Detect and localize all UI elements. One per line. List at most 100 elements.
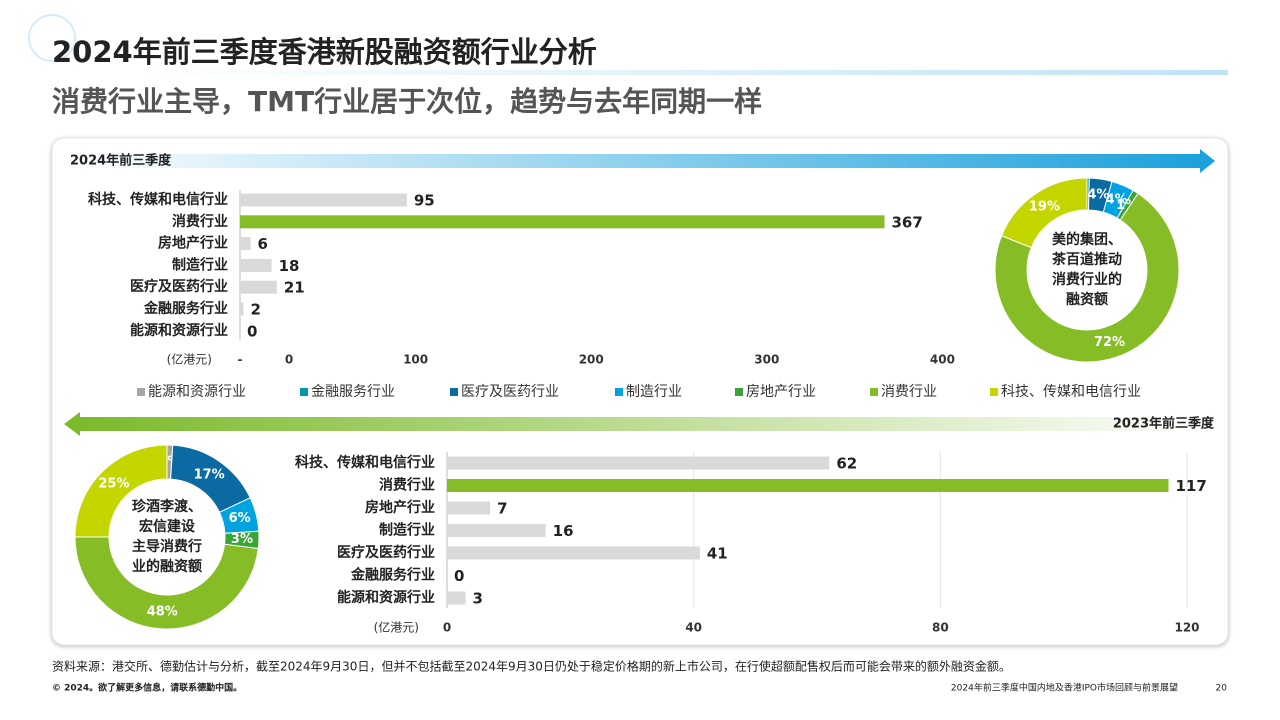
- category-label: 金融服务行业: [143, 300, 228, 317]
- value-label: 95: [414, 192, 435, 210]
- legend-swatch: [990, 388, 998, 396]
- bar: [240, 215, 885, 229]
- category-label: 医疗及医药行业: [337, 544, 435, 561]
- value-label: 117: [1176, 477, 1207, 495]
- bar: [447, 479, 1169, 492]
- banner-arrow: [64, 412, 1215, 436]
- banner-arrow: [62, 149, 1215, 173]
- title-rule: [130, 70, 1228, 75]
- legend-label: 能源和资源行业: [148, 384, 246, 400]
- decoration: [28, 14, 76, 62]
- category-label: 制造行业: [172, 256, 228, 273]
- donut-center-text: 美的集团、: [1052, 231, 1122, 248]
- donut-center-text: 珍酒李渡、: [132, 498, 202, 515]
- legend-swatch: [137, 388, 145, 396]
- donut-slice: [1000, 177, 1088, 249]
- bar: [240, 302, 244, 316]
- category-label: 房地产行业: [158, 235, 228, 252]
- bar: [240, 237, 251, 251]
- bar: [447, 501, 491, 515]
- slice-label: 25%: [98, 476, 129, 491]
- legend-label: 科技、传媒和电信行业: [1001, 384, 1141, 400]
- banner-label: 2024年前三季度: [70, 153, 172, 169]
- value-label: 41: [707, 545, 728, 563]
- category-label: 科技、传媒和电信行业: [88, 191, 228, 208]
- value-label: 18: [279, 257, 300, 275]
- legend-swatch: [735, 388, 743, 396]
- donut-center-text: 业的融资额: [132, 558, 202, 575]
- value-label: 16: [553, 522, 574, 540]
- category-label: 医疗及医药行业: [130, 278, 228, 295]
- value-label: 62: [836, 455, 857, 473]
- donut-center-text: 融资额: [1066, 291, 1108, 308]
- legend-swatch: [870, 388, 878, 396]
- category-label: 房地产行业: [365, 499, 435, 516]
- x-tick-label: 200: [579, 353, 604, 367]
- category-label: 科技、传媒和电信行业: [295, 454, 435, 471]
- legend-label: 房地产行业: [746, 384, 816, 400]
- bar: [240, 193, 407, 207]
- legend-swatch: [615, 388, 623, 396]
- value-label: 7: [497, 500, 507, 518]
- donut-slice: [74, 536, 259, 630]
- donut-center-text: 茶百道推动: [1051, 251, 1122, 268]
- bar: [447, 591, 466, 605]
- source-note: 资料来源：港交所、德勤估计与分析，截至2024年9月30日，但并不包括截至202…: [52, 659, 1011, 674]
- banner-label: 2023年前三季度: [1113, 416, 1215, 432]
- donut-slice: [994, 192, 1180, 363]
- value-label: 6: [258, 235, 268, 253]
- slice-label: 72%: [1094, 335, 1125, 350]
- bar: [447, 524, 546, 537]
- subtitle: 消费行业主导，TMT行业居于次位，趋势与去年同期一样: [52, 85, 762, 118]
- report-title: 2024年前三季度中国内地及香港IPO市场回顾与前景展望: [951, 682, 1178, 694]
- copyright: © 2024。欲了解更多信息，请联系德勤中国。: [52, 682, 242, 694]
- x-tick-label: 0: [443, 621, 451, 635]
- category-label: 能源和资源行业: [130, 322, 228, 339]
- donut-center-text: 主导消费行: [132, 538, 202, 555]
- category-label: 消费行业: [379, 477, 435, 494]
- x-tick-label: 100: [403, 353, 428, 367]
- x-unit: (亿港元): [374, 620, 419, 635]
- bar: [447, 546, 700, 560]
- category-label: 金融服务行业: [350, 567, 435, 584]
- slice-label: 3%: [231, 532, 253, 547]
- x-tick-label: 400: [930, 353, 955, 367]
- slice-label: 6%: [229, 511, 251, 526]
- x-tick-label: 120: [1174, 621, 1199, 635]
- donut-center-text: 宏信建设: [139, 518, 196, 535]
- category-label: 能源和资源行业: [337, 589, 435, 606]
- page-number: 20: [1216, 684, 1228, 694]
- legend-label: 制造行业: [626, 384, 682, 400]
- x-tick-label: -: [238, 353, 243, 367]
- slice-label: 17%: [194, 467, 225, 482]
- slice-label: 4%: [1106, 193, 1128, 208]
- slice-label: 19%: [1029, 200, 1060, 215]
- value-label: 367: [891, 213, 922, 231]
- slice-label: 48%: [147, 604, 178, 619]
- donut-slice: [74, 444, 168, 538]
- value-label: 2: [251, 301, 261, 319]
- x-tick-label: 40: [685, 621, 702, 635]
- title: 2024年前三季度香港新股融资额行业分析: [52, 35, 597, 69]
- bar: [240, 280, 277, 294]
- category-label: 制造行业: [379, 522, 435, 539]
- slice-label: 4%: [1087, 187, 1109, 202]
- value-label: 21: [284, 279, 305, 297]
- category-label: 消费行业: [172, 213, 228, 230]
- value-label: 0: [247, 322, 257, 340]
- x-origin-label: 0: [285, 353, 293, 367]
- bar: [240, 258, 272, 272]
- legend-swatch: [450, 388, 458, 396]
- legend-swatch: [300, 388, 308, 396]
- value-label: 3: [473, 590, 483, 608]
- panel: [51, 137, 1229, 646]
- value-label: 0: [454, 567, 464, 585]
- x-tick-label: 300: [754, 353, 779, 367]
- legend-label: 消费行业: [881, 384, 937, 400]
- legend-label: 金融服务行业: [311, 384, 395, 400]
- x-unit: (亿港元): [167, 352, 212, 367]
- x-tick-label: 80: [932, 621, 949, 635]
- legend-label: 医疗及医药行业: [461, 384, 559, 400]
- bar: [447, 456, 830, 470]
